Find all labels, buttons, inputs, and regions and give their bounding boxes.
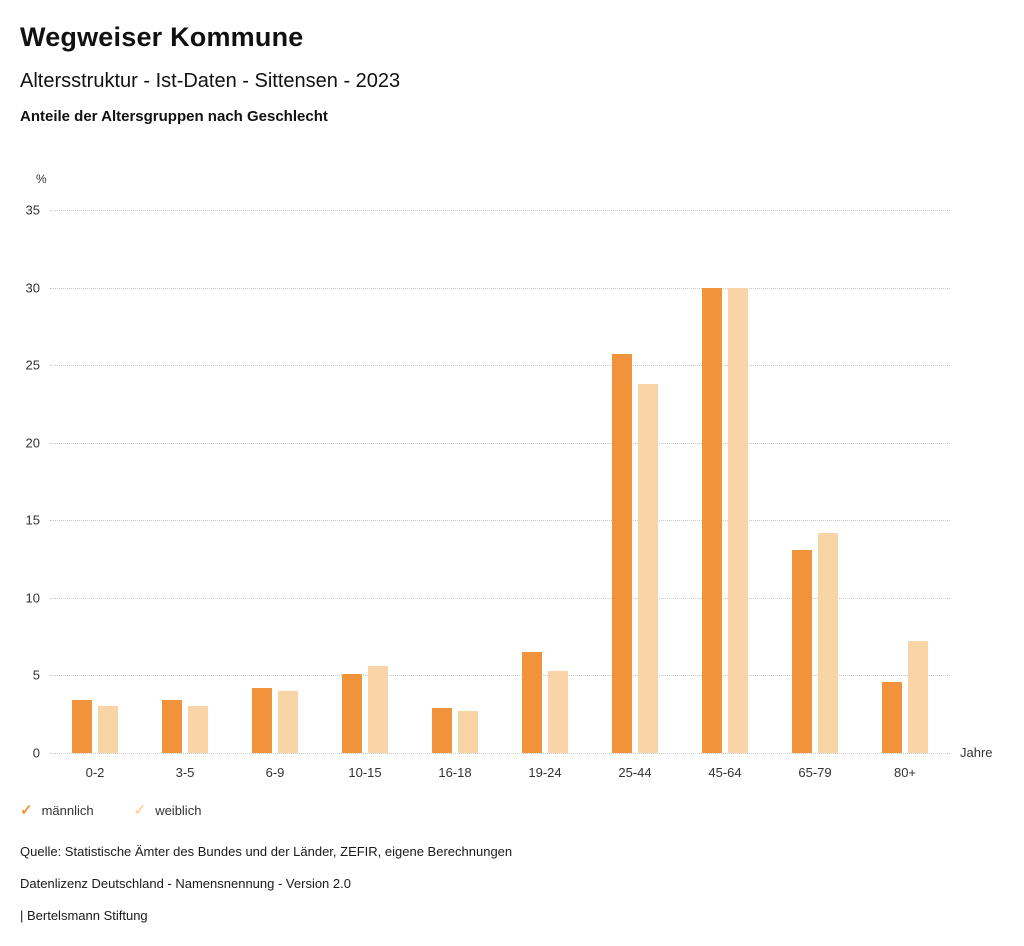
page-title: Wegweiser Kommune <box>20 22 304 52</box>
bar-weiblich-45-64[interactable] <box>728 287 748 753</box>
y-axis-tick-label: 15 <box>25 512 40 528</box>
bar-group-80+ <box>860 210 950 753</box>
legend-label: männlich <box>41 803 94 818</box>
bar-group-45-64 <box>680 210 770 753</box>
bar-group-19-24 <box>500 210 590 753</box>
bar-männlich-6-9[interactable] <box>252 687 272 753</box>
gridline <box>50 597 950 599</box>
plot-area: Jahre 0 5 10 15 20 25 30 35 <box>26 203 993 761</box>
x-axis-tick-label: 80+ <box>893 765 917 780</box>
gridline <box>50 210 950 211</box>
y-axis-tick-label: 5 <box>32 667 40 683</box>
legend-label: weiblich <box>155 803 202 818</box>
bar-weiblich-16-18[interactable] <box>458 711 478 753</box>
attribution-text: | Bertelsmann Stiftung <box>20 908 148 923</box>
bar-group-0-2 <box>50 210 140 753</box>
license-text: Datenlizenz Deutschland - Namensnennung … <box>20 876 351 891</box>
header: Wegweiser Kommune Altersstruktur - Ist-D… <box>0 0 1024 125</box>
bar-männlich-0-2[interactable] <box>72 700 92 753</box>
gridline <box>50 365 950 367</box>
y-axis-tick-label: 20 <box>25 435 40 451</box>
bar-weiblich-10-15[interactable] <box>368 666 388 753</box>
x-axis-tick-label: 16-18 <box>438 765 472 780</box>
bar-weiblich-19-24[interactable] <box>548 670 568 753</box>
y-axis-tick-label: 25 <box>25 357 40 373</box>
bar-weiblich-80+[interactable] <box>908 641 928 753</box>
bar-weiblich-0-2[interactable] <box>98 706 118 753</box>
bar-weiblich-65-79[interactable] <box>818 532 838 753</box>
legend-item-weiblich[interactable]: ✓ weiblich <box>134 803 202 818</box>
footer: Quelle: Statistische Ämter des Bundes un… <box>20 844 512 940</box>
bar-männlich-3-5[interactable] <box>162 700 182 753</box>
gridline <box>50 287 950 289</box>
chart-subtitle: Altersstruktur - Ist-Daten - Sittensen -… <box>20 70 401 92</box>
bar-group-10-15 <box>320 210 410 753</box>
y-axis-tick-label: 30 <box>25 280 40 296</box>
bar-group-65-79 <box>770 210 860 753</box>
x-axis-tick-label: 10-15 <box>348 765 382 780</box>
bar-group-25-44 <box>590 210 680 753</box>
x-axis-tick-label: 0-2 <box>85 765 105 780</box>
gridline <box>50 442 950 444</box>
y-axis-unit-label: % <box>36 172 47 186</box>
source-text: Quelle: Statistische Ämter des Bundes un… <box>20 844 513 859</box>
chart-heading: Anteile der Altersgruppen nach Geschlech… <box>20 108 328 125</box>
x-axis-labels: 0-2 3-5 6-9 10-15 16-18 19-24 25-44 45-64 65-79 8… <box>50 765 950 780</box>
x-axis-tick-label: 65-79 <box>798 765 832 780</box>
y-axis-tick-label: 10 <box>25 590 40 606</box>
bar-group-16-18 <box>410 210 500 753</box>
bar-group-3-5 <box>140 210 230 753</box>
check-icon: ✓ <box>20 802 33 819</box>
x-axis-tick-label: 25-44 <box>618 765 652 780</box>
legend: ✓ männlich ✓ weiblich <box>20 803 201 818</box>
bar-weiblich-3-5[interactable] <box>188 706 208 753</box>
x-axis-tick-label: 19-24 <box>528 765 562 780</box>
bar-männlich-19-24[interactable] <box>522 652 542 753</box>
legend-item-männlich[interactable]: ✓ männlich <box>20 803 94 818</box>
bar-männlich-45-64[interactable] <box>702 287 722 753</box>
bar-group-6-9 <box>230 210 320 753</box>
x-axis-unit-label: Jahre <box>960 745 993 760</box>
bar-männlich-16-18[interactable] <box>432 708 452 753</box>
gridline <box>50 753 950 754</box>
x-axis-tick-label: 3-5 <box>175 765 195 780</box>
bar-weiblich-25-44[interactable] <box>638 383 658 753</box>
bars-layer <box>50 210 950 753</box>
x-axis-tick-label: 6-9 <box>265 765 285 780</box>
bar-männlich-10-15[interactable] <box>342 673 362 753</box>
y-axis-tick-label: 35 <box>25 202 40 218</box>
x-axis-tick-label: 45-64 <box>708 765 742 780</box>
check-icon: ✓ <box>133 802 147 819</box>
bar-weiblich-6-9[interactable] <box>278 690 298 753</box>
bar-männlich-80+[interactable] <box>882 681 902 753</box>
gridline <box>50 675 950 677</box>
bar-männlich-25-44[interactable] <box>612 354 632 753</box>
gridline <box>50 520 950 522</box>
bar-männlich-65-79[interactable] <box>792 549 812 753</box>
y-axis-tick-label: 0 <box>32 745 40 761</box>
